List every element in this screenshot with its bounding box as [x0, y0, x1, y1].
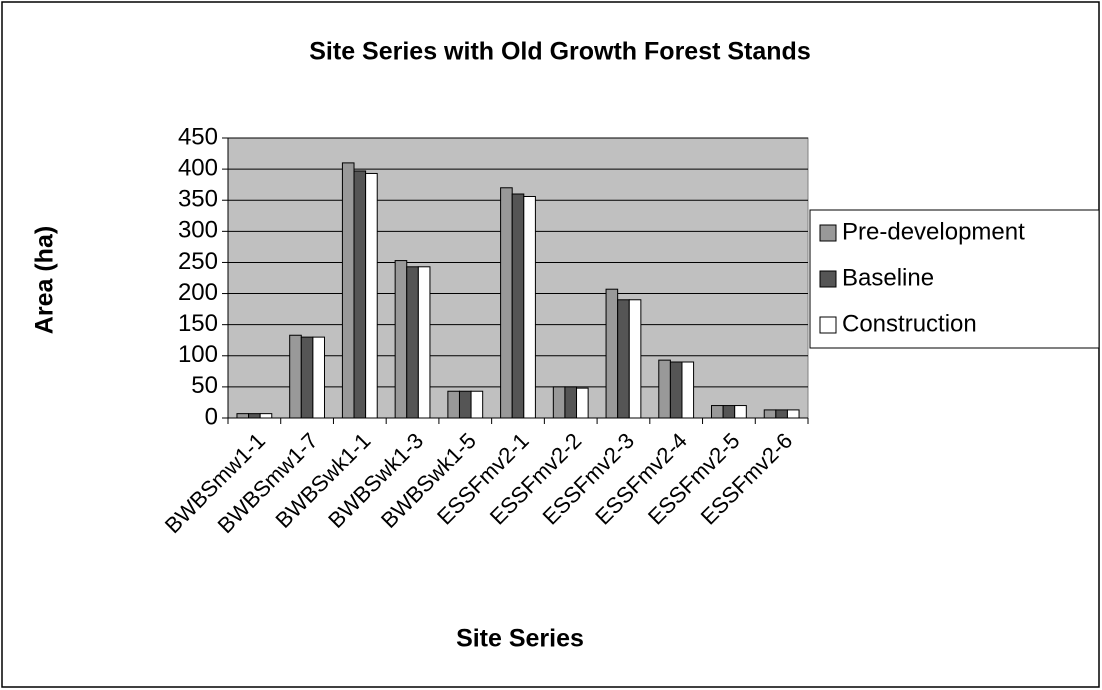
- bar: [470, 390, 484, 419]
- bar: [312, 336, 325, 419]
- y-tick-label: 0: [205, 403, 218, 430]
- bar: [617, 299, 630, 419]
- y-tick-label: 250: [178, 248, 218, 275]
- bar: [394, 260, 408, 419]
- bar: [734, 405, 747, 419]
- bar: [417, 266, 431, 419]
- y-tick-label: 400: [178, 154, 218, 181]
- bar: [775, 409, 788, 419]
- bar: [365, 172, 378, 419]
- bar: [523, 195, 536, 419]
- bar: [259, 413, 273, 419]
- y-tick-label: 50: [191, 372, 218, 399]
- bar: [289, 334, 302, 419]
- bar: [605, 288, 619, 419]
- y-tick-label: 450: [178, 123, 218, 150]
- legend-label: Construction: [842, 310, 977, 337]
- bar: [658, 359, 671, 419]
- chart-title: Site Series with Old Growth Forest Stand…: [309, 38, 810, 66]
- bar: [341, 162, 355, 419]
- bar: [552, 386, 566, 419]
- legend-box: [809, 209, 1100, 349]
- bar: [763, 409, 777, 419]
- bar: [711, 405, 724, 419]
- bar: [722, 405, 736, 419]
- legend-label: Pre-development: [842, 218, 1025, 245]
- bar: [458, 390, 472, 419]
- legend-label: Baseline: [842, 264, 934, 291]
- y-tick-label: 100: [178, 341, 218, 368]
- bar: [681, 361, 695, 419]
- bar: [628, 299, 642, 419]
- y-tick-label: 150: [178, 310, 218, 337]
- y-tick-label: 200: [178, 279, 218, 306]
- bar: [786, 409, 800, 419]
- y-tick-label: 300: [178, 217, 218, 244]
- bar: [300, 336, 314, 419]
- y-axis-label: Area (ha): [31, 226, 59, 334]
- bar: [511, 193, 525, 419]
- bar: [576, 387, 589, 419]
- bar: [236, 413, 250, 419]
- bar: [500, 187, 513, 419]
- y-tick-label: 350: [178, 186, 218, 213]
- bar: [564, 386, 578, 419]
- bar: [447, 390, 460, 419]
- bar: [353, 170, 367, 419]
- x-axis-label: Site Series: [456, 625, 584, 653]
- bar: [248, 413, 261, 419]
- legend-swatch: [819, 316, 837, 334]
- bar: [406, 266, 419, 419]
- legend-swatch: [819, 224, 837, 242]
- bar: [669, 361, 683, 419]
- legend-swatch: [819, 270, 837, 288]
